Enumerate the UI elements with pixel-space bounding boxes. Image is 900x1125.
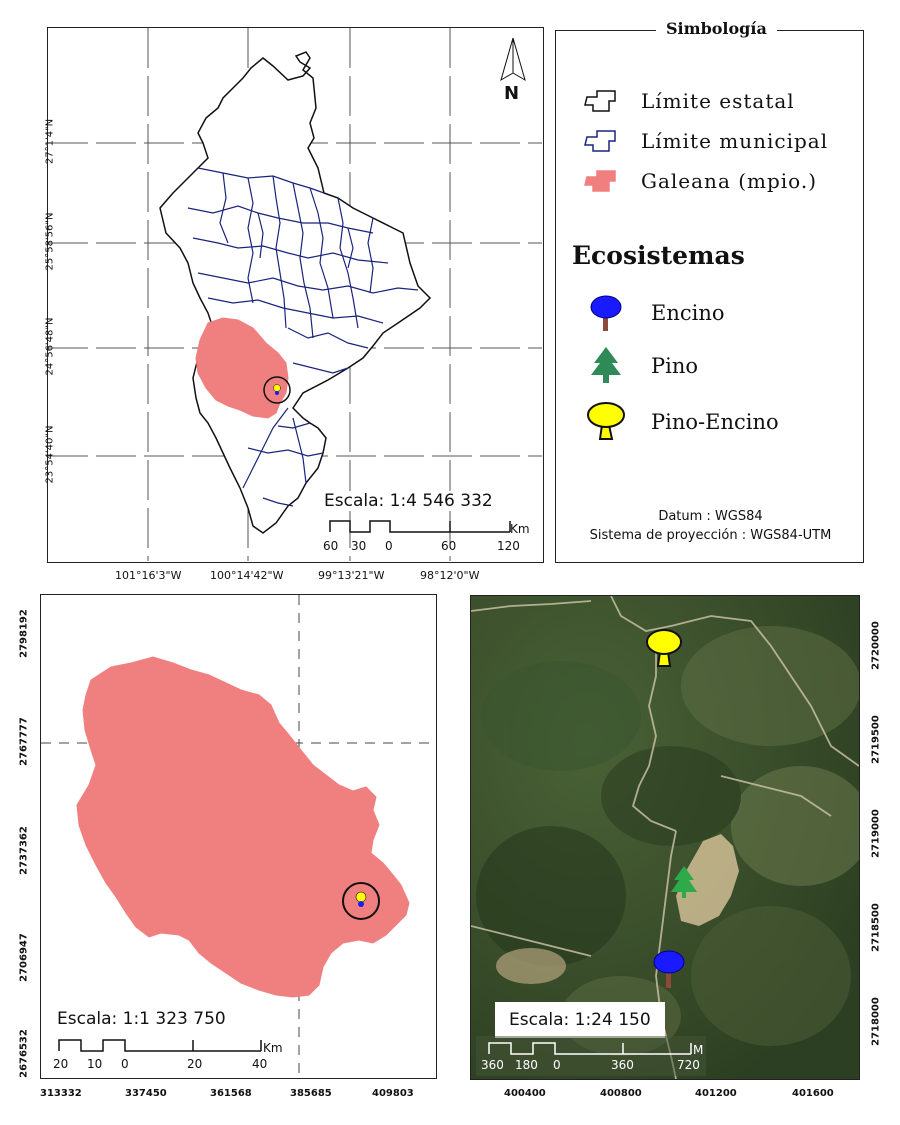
eco-label: Pino [651,354,699,378]
study-site-marker [342,882,380,920]
scale-bar [488,1042,692,1055]
datum-text: Datum : WGS84 [658,509,763,524]
scale-number: 60 [323,539,339,553]
scale-number: 720 [677,1058,700,1072]
scale-unit: M [693,1043,704,1057]
x-tick: 401200 [695,1088,737,1099]
scale-bar [329,520,511,533]
y-tick: 2719000 [870,809,882,858]
y-tick: 2718500 [870,903,882,952]
x-tick: 409803 [372,1088,414,1099]
scale-number: 0 [121,1057,129,1071]
y-tick: 2737362 [18,826,30,875]
legend-label: Galeana (mpio.) [641,169,818,193]
x-tick: 385685 [290,1088,332,1099]
y-tick: 2719500 [870,715,882,764]
scale-number: 120 [497,539,520,553]
scale-bar [58,1039,262,1052]
galeana-swatch-icon [584,170,616,192]
scale-unit: Km [263,1041,283,1055]
scale-text: Escala: 1:1 323 750 [57,1009,226,1029]
satellite-image [471,596,859,1079]
y-tick: 2798192 [18,609,30,658]
scale-number: 60 [441,539,457,553]
ecosystems-title: Ecosistemas [572,241,745,270]
pine-tree-icon [671,866,697,898]
north-arrow-icon [500,37,526,82]
oak-tree-icon [590,295,622,331]
scale-number: 20 [187,1057,203,1071]
legend-title: Simbología [656,19,777,38]
scale-unit: Km [510,522,530,536]
y-tick: 2767777 [18,717,30,766]
lon-tick: 101°16'3"W [115,569,182,582]
eco-label: Pino-Encino [651,410,779,434]
galeana-municipality [76,656,410,998]
study-site-marker [263,376,291,404]
y-tick: 2720000 [870,621,882,670]
y-tick: 2718000 [870,997,882,1046]
scale-number: 180 [515,1058,538,1072]
scale-number: 30 [351,539,367,553]
legend-label: Límite estatal [641,89,795,113]
municipality-map [41,595,435,1077]
x-tick: 313332 [40,1088,82,1099]
scale-number: 0 [385,539,393,553]
state-boundary-swatch-icon [584,90,616,112]
satellite-map-frame: Escala: 1:24 150 360 180 0 360 720 M [470,595,860,1080]
y-tick: 2706947 [18,933,30,982]
scale-number: 20 [53,1057,69,1071]
pine-oak-tree-icon [646,629,682,667]
state-boundary [159,51,432,534]
legend-panel: Simbología Límite estatal Límite municip… [555,19,864,563]
y-tick: 2676532 [18,1029,30,1078]
pine-oak-tree-icon [587,402,625,440]
scale-number: 10 [87,1057,103,1071]
lon-tick: 98°12'0"W [420,569,480,582]
municipal-boundaries [187,167,419,507]
state-map-frame: N 27°1'4"N 25°58'56"N 24°56'48"N 23°54'4… [44,27,544,563]
municipality-map-frame: Escala: 1:1 323 750 20 10 0 20 40 Km [40,594,437,1079]
scale-text: Escala: 1:24 150 [495,1002,665,1038]
projection-text: Sistema de proyección : WGS84-UTM [589,528,832,543]
x-tick: 361568 [210,1088,252,1099]
municipal-boundary-swatch-icon [584,130,616,152]
x-tick: 401600 [792,1088,834,1099]
lat-tick: 24°56'48"N [44,317,56,376]
lat-tick: 27°1'4"N [44,118,56,165]
scale-number: 0 [553,1058,561,1072]
lon-tick: 100°14'42"W [210,569,284,582]
x-tick: 400800 [600,1088,642,1099]
scale-bar-background [476,1036,706,1076]
lat-tick: 23°54'40"N [44,425,56,484]
scale-number: 360 [481,1058,504,1072]
pine-tree-icon [591,347,621,383]
lat-tick: 25°58'56"N [44,212,56,271]
lon-tick: 99°13'21"W [318,569,385,582]
scale-number: 40 [252,1057,268,1071]
legend-label: Límite municipal [641,129,829,153]
oak-tree-icon [653,950,685,988]
x-tick: 337450 [125,1088,167,1099]
scale-text: Escala: 1:4 546 332 [324,491,493,511]
scale-number: 360 [611,1058,634,1072]
eco-label: Encino [651,301,725,325]
state-map [48,28,542,561]
north-label: N [504,83,520,104]
x-tick: 400400 [504,1088,546,1099]
